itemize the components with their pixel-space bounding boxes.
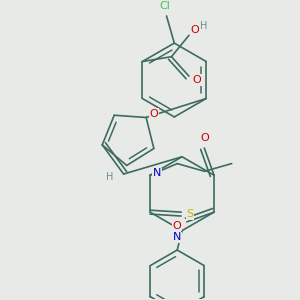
Text: H: H	[106, 172, 114, 182]
Text: N: N	[153, 168, 161, 178]
Text: O: O	[149, 109, 158, 118]
Text: S: S	[186, 209, 194, 219]
Text: O: O	[173, 221, 182, 231]
Text: O: O	[190, 26, 199, 35]
Text: H: H	[200, 21, 207, 31]
Text: N: N	[173, 232, 182, 242]
Text: O: O	[200, 133, 209, 143]
Text: O: O	[192, 75, 201, 85]
Text: Cl: Cl	[159, 1, 170, 11]
